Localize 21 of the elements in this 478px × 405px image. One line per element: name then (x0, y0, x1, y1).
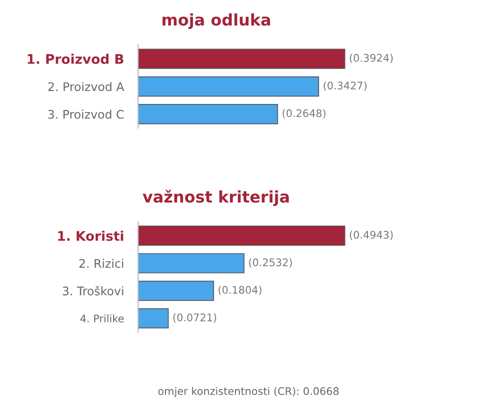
data-label: (0.2532) (249, 258, 292, 268)
bar (138, 226, 346, 246)
bar (138, 280, 214, 301)
y-tick-label: 4. Prilike (80, 314, 124, 322)
data-label: (0.2648) (282, 109, 326, 118)
y-tick-label: 2. Rizici (79, 258, 124, 268)
y-tick-label: 1. Koristi (58, 230, 124, 241)
data-label: (0.3427) (324, 81, 366, 91)
data-label: (0.3924) (350, 54, 393, 64)
bar (138, 308, 169, 328)
y-tick-label: 1. Proizvod B (28, 54, 124, 64)
data-label: (0.4943) (350, 230, 393, 240)
data-label: (0.1804) (218, 286, 262, 296)
chart-title: moja odluka (162, 13, 270, 29)
text: omjer konzistentnosti (CR): 0.0668 (158, 386, 339, 398)
y-tick-label: 3. Troškovi (62, 286, 124, 296)
chart-title: važnost kriterija (142, 190, 289, 206)
data-label: (0.0721) (173, 313, 216, 323)
y-tick-label: 3. Proizvod C (48, 110, 124, 119)
bar (138, 253, 244, 274)
y-tick-label: 2. Proizvod A (48, 82, 124, 92)
